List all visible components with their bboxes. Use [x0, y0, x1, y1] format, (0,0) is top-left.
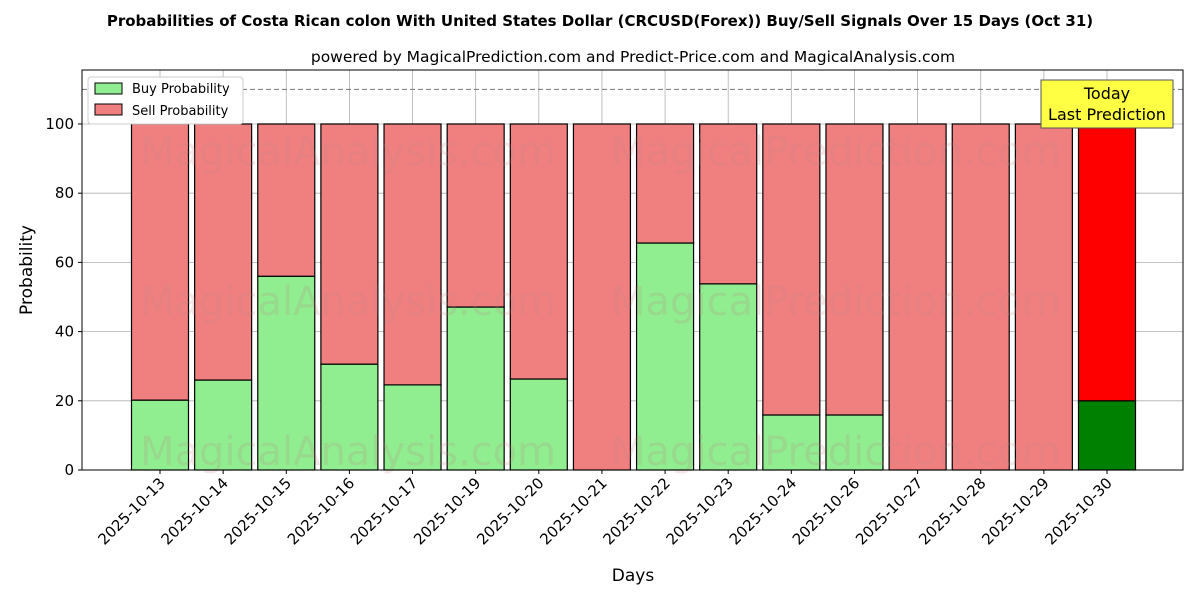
buy-bar [320, 363, 379, 471]
buy-bar [383, 384, 442, 471]
sell-bar [446, 123, 505, 308]
watermark: MagicalAnalysis.com [140, 429, 556, 475]
y-tick-label: 20 [55, 392, 74, 410]
sell-bar [320, 123, 379, 365]
x-tick-label: 2025-10-23 [663, 474, 737, 548]
x-tick-label: 2025-10-22 [600, 474, 674, 548]
sell-bar [888, 123, 947, 471]
watermark: MagicalAnalysis.com [140, 129, 556, 175]
y-axis-label: Probability [17, 225, 37, 315]
today-annotation: Today Last Prediction [1040, 79, 1174, 129]
plot-frame [81, 69, 1184, 471]
legend: Buy Probability Sell Probability [87, 76, 244, 125]
y-tick-label: 60 [55, 253, 74, 271]
x-tick-label: 2025-10-21 [536, 474, 610, 548]
y-tick-label: 40 [55, 323, 74, 341]
sell-bar [1077, 123, 1137, 402]
buy-bar [635, 242, 695, 471]
sell-bar [699, 123, 758, 285]
y-tick-label: 0 [64, 461, 74, 479]
buy-bar [825, 414, 884, 471]
x-tick-label: 2025-10-27 [852, 474, 926, 548]
buy-bar [257, 275, 316, 471]
sell-bar [509, 123, 568, 380]
x-tick-label: 2025-10-19 [410, 474, 484, 548]
watermark: MagicalPrediction.com [611, 429, 1061, 475]
x-tick-label: 2025-10-16 [284, 474, 358, 548]
legend-sell-swatch [94, 103, 123, 116]
buy-bar [194, 379, 253, 471]
annotation-line-2: Last Prediction [1048, 105, 1166, 124]
sell-bar [825, 123, 884, 416]
x-tick-label: 2025-10-17 [347, 474, 421, 548]
sell-bar [762, 123, 821, 416]
x-tick-label: 2025-10-30 [1041, 474, 1115, 548]
x-tick-label: 2025-10-24 [726, 474, 800, 548]
watermark: MagicalPrediction.com [611, 279, 1061, 325]
buy-bar [446, 306, 505, 471]
watermark: MagicalPrediction.com [611, 129, 1061, 175]
legend-sell-label: Sell Probability [132, 104, 229, 119]
sell-bar [572, 123, 632, 471]
chart-title: Probabilities of Costa Rican colon With … [107, 12, 1093, 30]
legend-buy-label: Buy Probability [132, 82, 230, 97]
buy-bar [1077, 400, 1137, 471]
sell-bar [257, 123, 316, 277]
legend-buy-swatch [94, 82, 123, 95]
x-tick-label: 2025-10-13 [94, 474, 168, 548]
sell-bar [1014, 123, 1073, 471]
sell-bar [130, 123, 190, 401]
x-tick-label: 2025-10-20 [473, 474, 547, 548]
sell-bar [951, 123, 1010, 471]
buy-bar [699, 283, 758, 471]
sell-bar [635, 123, 695, 244]
chart-subtitle: powered by MagicalPrediction.com and Pre… [311, 48, 955, 66]
y-tick-label: 100 [45, 115, 74, 133]
x-tick-label: 2025-10-14 [158, 474, 232, 548]
x-tick-label: 2025-10-26 [789, 474, 863, 548]
x-tick-label: 2025-10-29 [978, 474, 1052, 548]
watermark: MagicalAnalysis.com [140, 279, 556, 325]
x-axis-label: Days [612, 566, 655, 586]
buy-bar [509, 378, 568, 471]
sell-bar [383, 123, 442, 386]
y-tick-label: 80 [55, 184, 74, 202]
x-tick-label: 2025-10-15 [221, 474, 295, 548]
annotation-line-1: Today [1083, 84, 1130, 103]
x-tick-label: 2025-10-28 [915, 474, 989, 548]
